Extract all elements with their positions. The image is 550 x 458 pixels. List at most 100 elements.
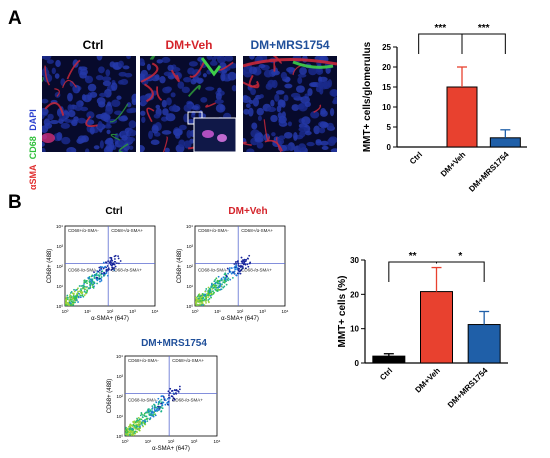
y-tick-label: 10¹ [56,284,63,289]
event-dot [93,277,96,280]
event-dot [79,296,82,299]
event-dot [155,401,158,404]
event-dot [154,406,156,409]
event-dot [75,289,77,292]
event-dot [141,416,144,418]
event-dot [111,263,114,266]
quadrant-label: CD68+/α-SMA- [128,358,159,363]
event-dot [92,275,94,277]
event-dot [83,281,86,284]
x-tick-label: 10² [237,309,244,314]
event-dot [99,280,101,283]
event-dot [149,409,152,412]
event-dot [65,301,67,304]
event-dot [100,267,103,270]
event-dot [160,410,163,412]
event-dot [71,296,74,299]
event-dot [132,428,135,431]
event-dot [101,266,104,269]
flow-plot: DM+Veh CD68+/α-SMA- CD68+/α-SMA+ CD68-/α-SM… [177,206,289,322]
event-dot [73,290,76,293]
event-dot [79,294,82,297]
flow-plot-title: DM+Veh [228,206,267,217]
quadrant-label: CD68+/α-SMA+ [172,358,204,363]
event-dot [168,396,170,399]
y-tick-label: 20 [350,290,359,299]
event-dot [195,302,197,305]
event-dot [142,425,144,428]
event-dot [65,304,67,306]
event-dot [219,279,222,282]
event-dot [219,283,222,286]
event-dot [224,278,227,281]
event-dot [128,431,130,434]
y-tick-label: 0 [387,143,392,152]
event-dot [85,286,88,289]
event-dot [69,295,71,298]
event-dot [144,420,146,422]
event-dot [226,267,229,270]
event-dot [111,266,114,269]
event-dot [205,301,207,304]
event-dot [248,254,251,257]
quadrant-label: CD68-/α-SMA- [128,398,158,403]
y-tick-label: 10³ [56,244,63,249]
event-dot [235,267,238,269]
event-dot [239,272,242,275]
event-dot [101,270,104,273]
event-dot [209,291,212,294]
event-dot [110,269,113,271]
event-dot [119,260,122,262]
event-dot [77,301,79,303]
event-dot [73,298,76,300]
event-dot [80,289,83,292]
event-dot [98,269,101,272]
event-dot [132,430,135,433]
event-dot [137,416,140,419]
event-dot [159,405,161,408]
event-dot [75,299,78,301]
event-dot [72,304,75,306]
event-dot [133,425,136,427]
event-dot [117,255,120,258]
event-dot [151,405,154,408]
significance-label: ** [409,251,417,262]
event-dot [235,262,237,265]
event-dot [202,297,205,300]
event-dot [160,395,163,398]
event-dot [96,282,99,285]
x-tick-label: 10¹ [145,439,152,444]
micrograph-image [243,56,337,152]
event-dot [141,424,144,427]
event-dot [138,418,141,421]
event-dot [215,287,218,289]
event-dot [91,286,94,288]
event-dot [225,280,227,283]
event-dot [102,261,105,264]
significance-label: * [458,251,462,262]
event-dot [166,397,169,400]
event-dot [199,295,202,298]
event-dot [171,399,174,402]
event-dot [178,388,181,391]
event-dot [68,299,71,302]
flow-y-label: CD68+ (488) [47,249,53,284]
event-dot [195,304,197,306]
event-dot [173,393,175,396]
event-dot [166,402,168,404]
event-dot [199,303,201,306]
event-dot [98,277,101,280]
event-dot [241,262,244,264]
y-tick-label: 15 [382,83,391,92]
flow-plots: Ctrl CD68+/α-SMA- CD68+/α-SMA+ CD68-/α-SMA-… [47,206,289,452]
event-dot [73,299,76,302]
event-dot [243,258,246,261]
event-dot [146,418,148,421]
event-dot [69,302,72,305]
event-dot [208,298,211,300]
event-dot [217,275,220,278]
event-dot [152,414,155,417]
event-dot [200,304,203,306]
quadrant-label: CD68-/α-SMA- [198,268,228,273]
